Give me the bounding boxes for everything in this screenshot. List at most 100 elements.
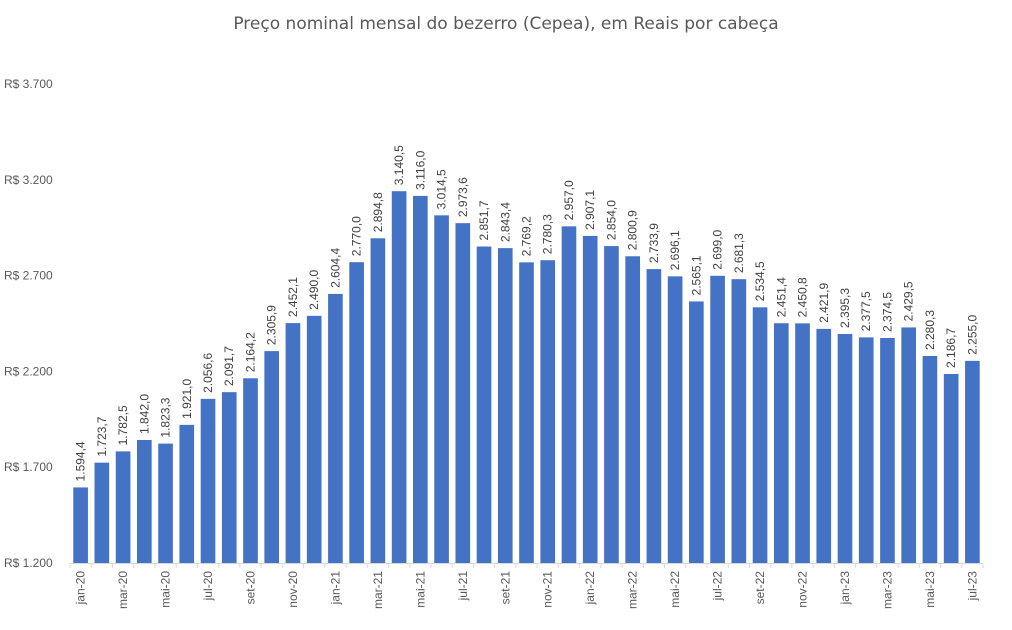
data-label: 2.769,2 bbox=[520, 216, 534, 256]
x-tick-label: jul-23 bbox=[965, 571, 979, 602]
data-label: 2.186,7 bbox=[944, 328, 958, 368]
bar bbox=[901, 327, 917, 563]
y-tick-label: R$ 2.700 bbox=[4, 269, 53, 283]
y-axis-labels: R$ 1.200 R$ 1.700 R$ 2.200 R$ 2.700 R$ 3.200… bbox=[4, 77, 53, 570]
bar bbox=[943, 373, 959, 563]
bar bbox=[306, 315, 322, 563]
bar bbox=[264, 351, 280, 563]
bar bbox=[582, 235, 598, 564]
x-tick-label: set-21 bbox=[498, 571, 512, 605]
bar bbox=[476, 246, 492, 563]
data-label: 2.255,0 bbox=[965, 314, 979, 354]
data-label: 2.699,0 bbox=[711, 229, 725, 269]
bar bbox=[370, 238, 386, 563]
data-label: 2.696,1 bbox=[668, 230, 682, 270]
bar bbox=[349, 262, 364, 563]
bar bbox=[752, 307, 768, 563]
data-label: 2.733,9 bbox=[647, 223, 661, 263]
bar bbox=[837, 333, 853, 563]
bar bbox=[880, 337, 895, 563]
bar bbox=[922, 356, 938, 563]
bar bbox=[434, 215, 449, 563]
bar bbox=[773, 323, 789, 563]
x-tick-label: mar-23 bbox=[880, 571, 894, 609]
bar bbox=[285, 323, 301, 563]
x-tick-label: mar-21 bbox=[371, 571, 385, 609]
x-tick-label: mai-21 bbox=[413, 571, 427, 608]
data-label: 2.091,7 bbox=[222, 346, 236, 386]
bar bbox=[115, 451, 131, 563]
x-tick-label: jul-20 bbox=[201, 571, 215, 602]
bar bbox=[519, 262, 534, 563]
bar bbox=[200, 398, 216, 563]
data-labels: 1.594,4 1.723,7 1.782,5 1.842,0 1.823,3 1.921… bbox=[74, 145, 980, 482]
x-tick-label: set-22 bbox=[753, 571, 767, 605]
bar bbox=[604, 246, 619, 563]
bar bbox=[667, 276, 683, 563]
bar bbox=[646, 269, 662, 563]
data-label: 3.116,0 bbox=[413, 150, 427, 189]
data-label: 2.421,9 bbox=[817, 283, 831, 323]
x-tick-label: mai-23 bbox=[923, 571, 937, 608]
data-label: 3.140,5 bbox=[392, 145, 406, 185]
bar bbox=[179, 424, 195, 563]
data-label: 1.594,4 bbox=[74, 441, 88, 481]
chart-title: Preço nominal mensal do bezerro (Cepea),… bbox=[233, 14, 779, 34]
y-tick-label: R$ 1.200 bbox=[4, 556, 53, 570]
data-label: 2.800,9 bbox=[626, 210, 640, 250]
data-label: 2.907,1 bbox=[583, 190, 597, 230]
x-tick-label: mai-22 bbox=[668, 571, 682, 608]
data-label: 2.780,3 bbox=[541, 214, 555, 254]
data-label: 2.305,9 bbox=[265, 305, 279, 345]
data-label: 1.823,3 bbox=[159, 397, 173, 437]
data-label: 2.843,4 bbox=[498, 202, 512, 242]
x-tick-label: mar-20 bbox=[116, 571, 130, 609]
data-label: 2.395,3 bbox=[838, 288, 852, 328]
data-label: 2.604,4 bbox=[328, 248, 342, 288]
data-label: 2.451,4 bbox=[774, 277, 788, 317]
bar bbox=[413, 195, 428, 563]
bar bbox=[540, 260, 556, 563]
x-tick-label: jul-21 bbox=[456, 571, 470, 602]
bar bbox=[689, 301, 704, 563]
data-label: 2.429,5 bbox=[902, 281, 916, 321]
data-label: 2.490,0 bbox=[307, 269, 321, 309]
x-tick-label: set-20 bbox=[243, 571, 257, 605]
data-label: 2.280,3 bbox=[923, 310, 937, 350]
y-tick-label: R$ 3.700 bbox=[4, 77, 53, 91]
data-label: 2.377,5 bbox=[859, 291, 873, 331]
y-tick-label: R$ 1.700 bbox=[4, 460, 53, 474]
data-label: 2.973,6 bbox=[456, 177, 470, 217]
x-tick-label: jan-22 bbox=[583, 571, 597, 606]
bar bbox=[795, 323, 810, 563]
bar bbox=[710, 275, 725, 563]
bar bbox=[73, 487, 88, 563]
bar bbox=[243, 378, 258, 563]
bar bbox=[221, 392, 237, 563]
bar bbox=[561, 226, 577, 564]
x-tick-label: mar-22 bbox=[626, 571, 640, 609]
data-label: 3.014,5 bbox=[435, 169, 449, 209]
bars bbox=[73, 191, 980, 564]
x-axis-labels: jan-20 mar-20 mai-20 jul-20 set-20 nov-20 jan-… bbox=[74, 571, 980, 609]
data-label: 2.565,1 bbox=[689, 255, 703, 295]
data-label: 2.681,3 bbox=[732, 233, 746, 273]
bar bbox=[497, 248, 513, 563]
data-label: 2.450,8 bbox=[796, 277, 810, 317]
bar bbox=[731, 279, 747, 563]
x-tick-label: nov-22 bbox=[796, 571, 810, 608]
bar bbox=[455, 223, 471, 563]
bar bbox=[858, 337, 874, 563]
bar bbox=[94, 462, 110, 563]
bar bbox=[625, 256, 640, 563]
data-label: 1.782,5 bbox=[116, 405, 130, 445]
data-label: 2.452,1 bbox=[286, 277, 300, 317]
bar bbox=[328, 293, 343, 563]
x-tick-label: jan-23 bbox=[838, 571, 852, 606]
x-tick-label: jan-21 bbox=[328, 571, 342, 606]
x-tick-label: jul-22 bbox=[711, 571, 725, 602]
x-tick-label: nov-20 bbox=[286, 571, 300, 608]
data-label: 2.056,6 bbox=[201, 353, 215, 393]
bar bbox=[965, 360, 980, 563]
